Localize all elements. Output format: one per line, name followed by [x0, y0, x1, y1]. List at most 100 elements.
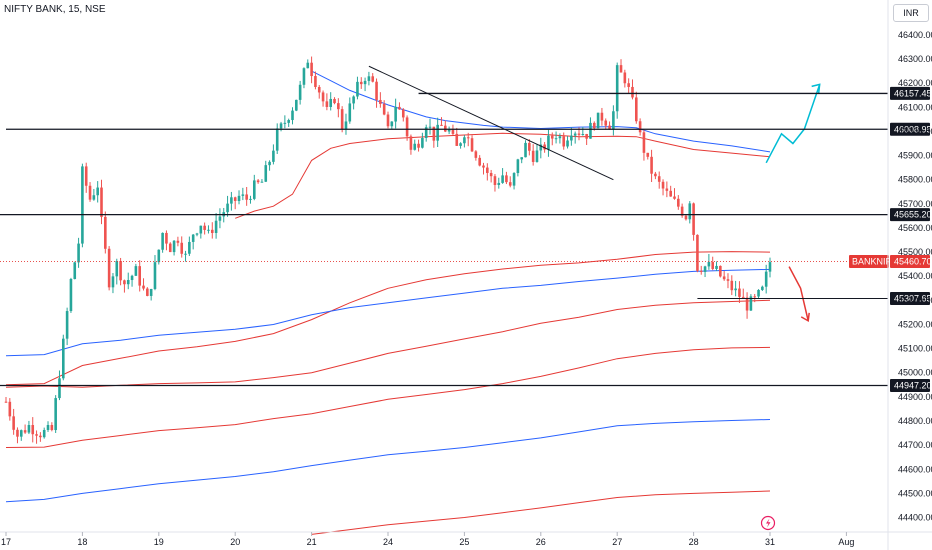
candle-body [146, 288, 149, 296]
candle-body [314, 76, 317, 87]
level-label: 45307.65 [894, 293, 932, 303]
candle-body [279, 123, 283, 129]
candle-body [233, 197, 237, 201]
currency-button[interactable]: INR [893, 4, 929, 22]
candle-body [749, 296, 753, 311]
candle-body [635, 97, 638, 122]
band-blue-low [5, 419, 771, 503]
y-tick-label: 45100.00 [898, 344, 932, 354]
candle-body [409, 136, 413, 150]
candle-body [100, 187, 103, 217]
candle-body [657, 176, 661, 182]
candle-body [379, 99, 382, 104]
trendline [368, 65, 614, 181]
x-tick-label: 24 [383, 537, 393, 547]
candle-body [447, 129, 451, 132]
candle-body [352, 96, 355, 104]
candle-body [745, 297, 749, 311]
band-red-1 [5, 251, 771, 386]
candle-body [463, 137, 466, 144]
candle-body [764, 271, 768, 287]
candle-body [306, 62, 310, 69]
y-tick-label: 46100.00 [898, 102, 932, 112]
last-price-name: BANKNIFTY [852, 257, 903, 267]
candle-body [466, 137, 470, 139]
candle-body [398, 106, 401, 110]
candle-body [344, 121, 348, 130]
candle-body [543, 144, 546, 150]
candle-body [81, 166, 84, 244]
candle-body [104, 216, 107, 249]
candle-body [195, 233, 199, 235]
candle-body [592, 122, 596, 129]
candle-body [562, 136, 566, 147]
candle-body [96, 187, 99, 196]
candle-body [669, 190, 672, 197]
candle-body [123, 280, 126, 285]
candle-body [237, 195, 241, 201]
candle-body [291, 110, 294, 121]
candle-body [210, 229, 214, 233]
candle-body [757, 289, 760, 297]
candle-body [589, 122, 592, 139]
candle-body [62, 338, 65, 379]
y-tick-label: 45600.00 [898, 223, 932, 233]
y-tick-label: 44400.00 [898, 513, 932, 523]
candle-body [424, 127, 428, 139]
y-tick-label: 46400.00 [898, 30, 932, 40]
candle-body [92, 195, 96, 200]
level-label: 46008.95 [894, 124, 932, 134]
candle-body [726, 279, 730, 281]
candle-body [340, 109, 344, 130]
candle-body [451, 129, 455, 134]
x-tick-label: 28 [689, 537, 699, 547]
projection-down [788, 266, 809, 321]
price-axis[interactable]: 46400.00 46300.00 46200.00 46100.00 46000.00… [887, 0, 932, 550]
candle-body [130, 275, 134, 281]
candle-body [642, 132, 646, 153]
candle-body [42, 429, 46, 438]
candle-body [539, 144, 543, 151]
candle-body [482, 165, 485, 168]
candle-body [134, 266, 138, 276]
x-tick-label: 27 [612, 537, 622, 547]
candle-body [226, 203, 229, 213]
candle-body [623, 72, 627, 84]
candle-body [677, 198, 680, 207]
y-tick-label: 46000.00 [898, 126, 932, 136]
candle-body [421, 138, 424, 148]
candle-body [65, 311, 69, 339]
last-price-label: 45460.70 [894, 257, 932, 267]
time-axis[interactable]: 17 18 19 20 21 24 25 26 27 28 31 Aug [0, 531, 932, 547]
candle-body [627, 83, 630, 87]
candle-body [253, 180, 256, 199]
y-tick-label: 44800.00 [898, 416, 932, 426]
level-label-box [890, 122, 930, 136]
candle-body [199, 225, 203, 234]
candlesticks [4, 56, 772, 444]
candle-body [631, 86, 634, 98]
candle-body [12, 416, 15, 430]
candle-body [111, 276, 115, 288]
candle-body [138, 266, 141, 286]
candle-body [230, 197, 233, 204]
y-tick-label: 45800.00 [898, 175, 932, 185]
candle-body [761, 286, 764, 290]
candle-body [612, 111, 615, 130]
candle-body [264, 165, 268, 182]
candle-body [608, 125, 611, 130]
candle-body [505, 175, 508, 183]
candle-body [528, 142, 531, 151]
candle-body [512, 173, 516, 186]
candle-body [497, 182, 501, 185]
candle-body [8, 401, 12, 417]
level-label: 44947.20 [894, 380, 932, 390]
candle-body [436, 124, 439, 141]
candle-body [27, 425, 31, 433]
flash-icon[interactable] [760, 515, 776, 531]
candle-body [337, 103, 340, 110]
projection-up [765, 84, 821, 164]
projection-down-arrowhead [800, 312, 810, 323]
candle-body [77, 243, 80, 263]
